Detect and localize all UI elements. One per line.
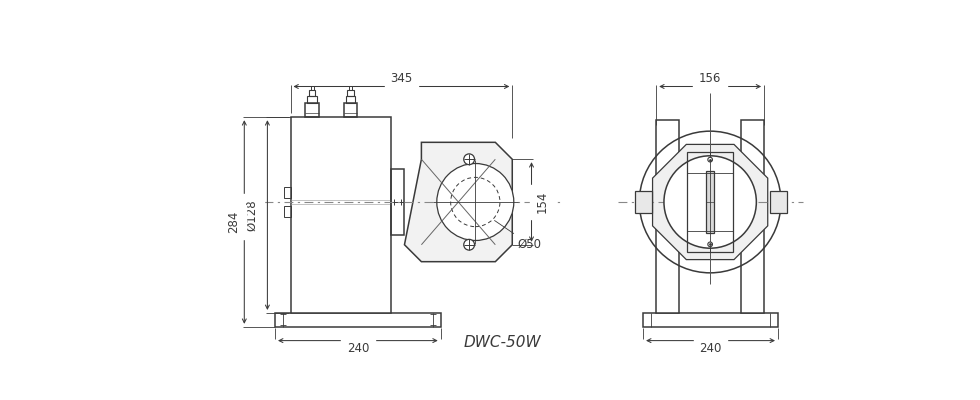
Circle shape [464,154,474,165]
Bar [284,206,290,217]
Bar [657,120,679,313]
Circle shape [708,242,712,247]
Bar [770,191,787,213]
Bar [305,104,319,117]
Bar [635,191,653,213]
Text: Ø128: Ø128 [246,199,259,231]
Bar [311,86,314,90]
Bar [348,90,354,96]
Circle shape [437,164,514,240]
Bar [391,169,405,235]
Bar [643,313,778,327]
Text: 240: 240 [347,342,369,355]
Bar [346,96,355,104]
Text: Ø50: Ø50 [495,220,542,251]
Bar [707,171,714,233]
Bar [284,187,290,198]
Text: 284: 284 [227,211,240,233]
Bar [741,120,764,313]
Polygon shape [653,144,767,260]
Text: 154: 154 [536,191,549,213]
Bar [290,117,391,313]
Bar [308,96,317,104]
Bar [344,104,358,117]
Circle shape [664,156,757,248]
Bar [349,86,352,90]
Text: 345: 345 [390,72,413,85]
Bar [275,313,441,327]
Polygon shape [405,142,513,262]
Text: DWC-50W: DWC-50W [464,335,541,350]
Text: 156: 156 [699,72,721,85]
Bar [687,152,733,252]
Text: 240: 240 [700,342,721,355]
Bar [309,90,316,96]
Circle shape [464,239,474,250]
Circle shape [708,157,712,162]
